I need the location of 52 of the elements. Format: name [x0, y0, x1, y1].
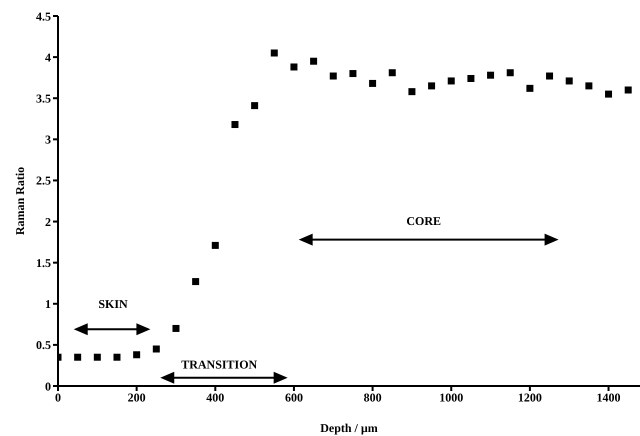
y-tick-label: 4: [45, 50, 51, 64]
point: [487, 72, 494, 79]
x-tick-label: 1200: [518, 390, 542, 405]
point: [388, 69, 396, 76]
y-tick-label: 1.5: [36, 256, 51, 270]
point: [94, 354, 101, 361]
y-tick-label: 2: [45, 214, 51, 229]
point: [133, 351, 140, 358]
point: [369, 80, 376, 87]
point: [270, 50, 278, 56]
point: [448, 77, 455, 84]
y-axis-title: Raman Ratio: [13, 166, 27, 236]
point: [310, 58, 318, 65]
x-axis-title: Depth / µm: [320, 421, 378, 435]
point: [605, 90, 612, 98]
y-tick-label: 4.5: [36, 9, 51, 24]
annotation: SKIN: [98, 296, 128, 311]
point: [585, 82, 592, 90]
x-tick-label: 200: [128, 390, 146, 405]
point: [624, 86, 632, 94]
point: [408, 88, 416, 96]
point: [113, 354, 120, 361]
point: [74, 354, 82, 361]
point: [546, 72, 554, 80]
annotation: TRANSITION: [181, 358, 258, 372]
point: [428, 82, 436, 90]
annotation: CORE: [406, 214, 442, 228]
y-tick-label: 3: [45, 132, 51, 147]
x-tick-label: 0: [55, 390, 61, 405]
point: [152, 346, 160, 352]
point: [172, 324, 180, 332]
y-tick-label: 0.5: [36, 338, 51, 352]
point: [526, 84, 534, 92]
x-tick-label: 1400: [596, 390, 621, 405]
x-tick-label: 400: [206, 390, 224, 405]
x-tick-label: 800: [364, 390, 382, 405]
point: [330, 72, 337, 80]
point: [349, 70, 356, 78]
y-tick-label: 3.5: [36, 91, 51, 106]
point: [251, 102, 258, 110]
y-tick-label: 0: [45, 379, 51, 394]
y-tick-label: 1: [45, 297, 51, 312]
point: [290, 63, 298, 70]
point: [192, 278, 200, 286]
point: [212, 242, 219, 249]
x-tick-label: 1000: [439, 390, 464, 405]
point: [231, 121, 238, 128]
point: [506, 69, 514, 76]
x-tick-label: 600: [284, 390, 303, 405]
point: [467, 74, 474, 82]
y-tick-label: 2.5: [36, 174, 51, 188]
point: [566, 77, 573, 84]
